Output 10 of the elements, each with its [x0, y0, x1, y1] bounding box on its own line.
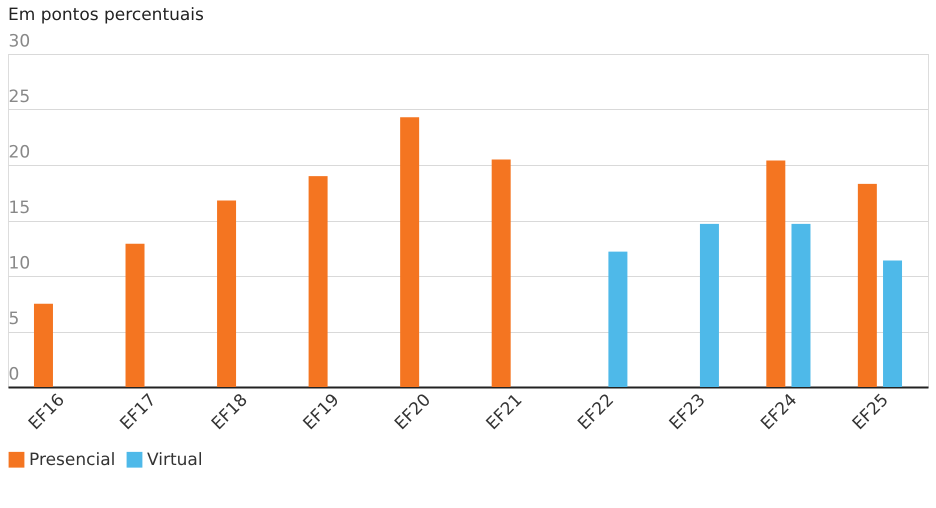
- chart-title: Em pontos percentuais: [8, 5, 204, 25]
- y-tick-label: 15: [8, 198, 30, 218]
- y-tick-label: 25: [8, 87, 30, 107]
- y-tick-label: 5: [8, 309, 20, 329]
- y-tick-label: 0: [8, 364, 20, 384]
- y-tick-label: 10: [8, 254, 30, 274]
- y-tick-label: 20: [8, 142, 30, 162]
- y-tick-label: 30: [8, 32, 30, 52]
- legend-label: Presencial: [29, 450, 116, 470]
- legend-label: Virtual: [147, 450, 203, 470]
